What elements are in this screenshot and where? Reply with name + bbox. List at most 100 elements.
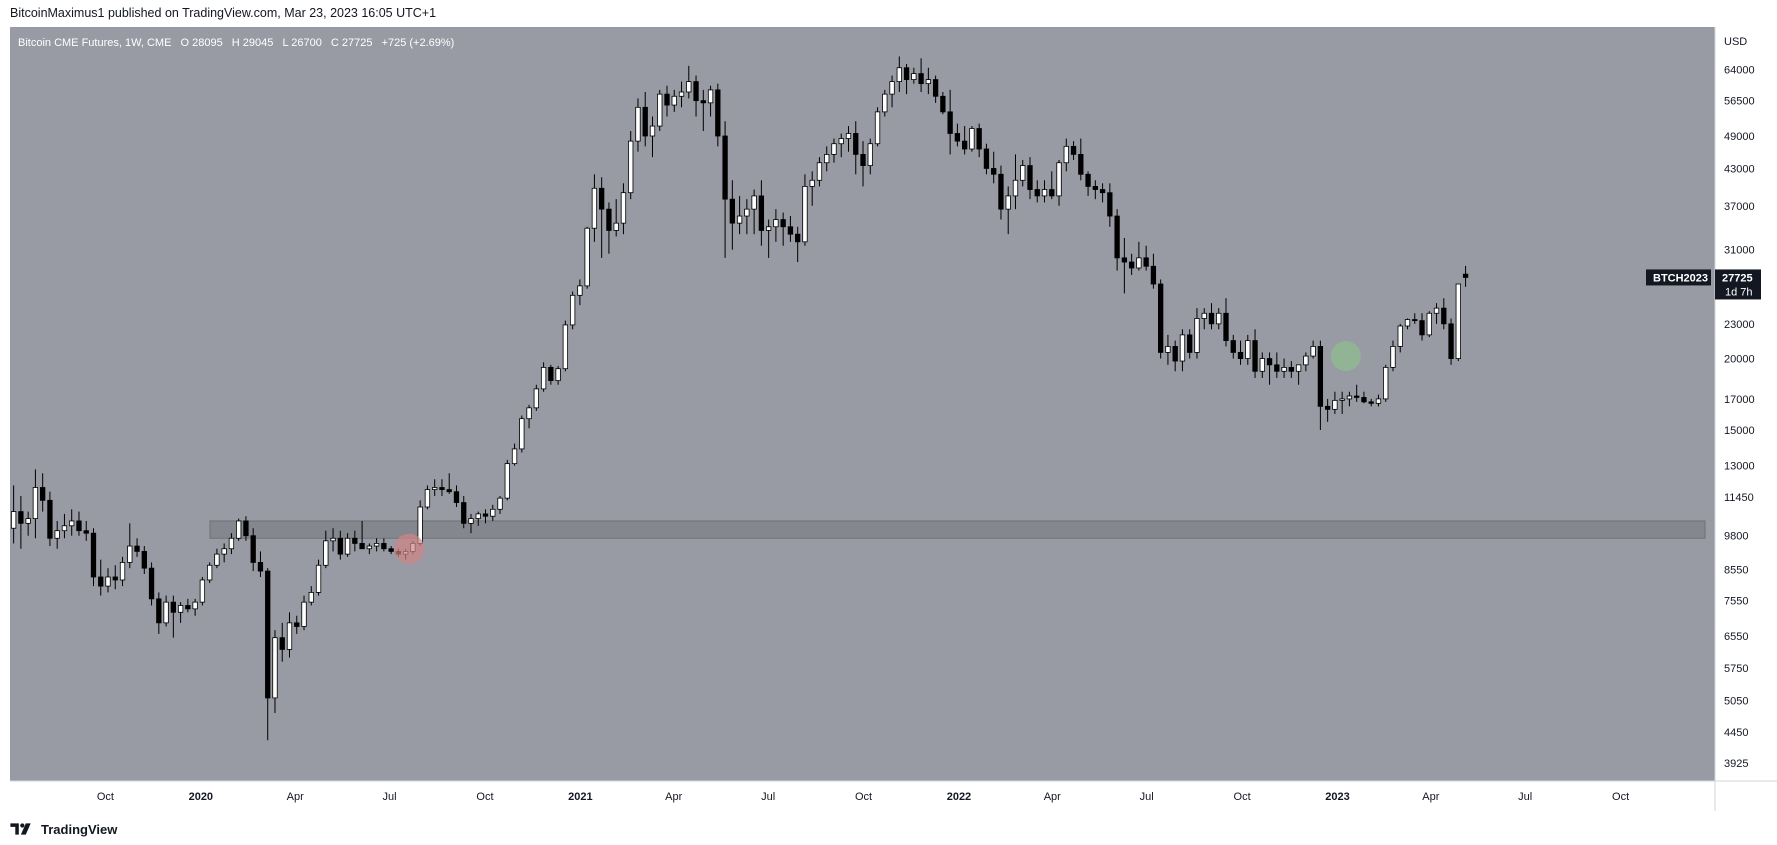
candle-bearish — [1412, 319, 1418, 322]
candle-bearish — [1085, 173, 1091, 187]
candle-bullish — [1179, 334, 1186, 362]
time-tick-label: Apr — [287, 791, 304, 803]
candle-bearish — [337, 537, 343, 555]
candle-bullish — [192, 601, 198, 610]
candle-bullish — [301, 601, 307, 627]
candle-bearish — [780, 219, 786, 228]
time-tick-label: Oct — [855, 791, 872, 803]
candle-bearish — [1361, 397, 1367, 403]
ohlc-legend: Bitcoin CME Futures, 1W, CME O 28095 H 2… — [18, 37, 454, 49]
candle-bullish — [315, 564, 322, 593]
last-price-tags: BTCH2023 27725 1d 7h — [1646, 269, 1761, 300]
time-tick-label: Apr — [665, 791, 682, 803]
candle-bullish — [874, 111, 881, 145]
candle-bearish — [1114, 215, 1120, 259]
markers-layer — [394, 341, 1361, 564]
red-circle-marker — [394, 533, 425, 564]
candle-bullish — [540, 366, 547, 390]
legend-change: +725 (+2.69%) — [382, 37, 455, 49]
candle-bearish — [1354, 395, 1360, 398]
candle-bearish — [453, 491, 460, 503]
green-circle-marker — [1330, 341, 1361, 372]
price-tick-label: 5750 — [1724, 663, 1748, 675]
candle-bullish — [1332, 399, 1338, 410]
candle-bearish — [279, 637, 285, 650]
candle-bearish — [1034, 189, 1040, 197]
price-tick-label: 15000 — [1724, 425, 1755, 437]
candle-bullish — [1404, 319, 1411, 327]
candle-bearish — [1172, 346, 1178, 362]
footer-brand[interactable]: TradingView — [10, 819, 117, 839]
candle-bearish — [1092, 186, 1098, 190]
legend-low-label: L — [282, 37, 288, 49]
support-zone — [209, 520, 1706, 539]
candle-bullish — [490, 508, 496, 517]
time-tick-label: Oct — [97, 791, 114, 803]
time-tick-label: Oct — [476, 791, 493, 803]
candle-bearish — [185, 605, 191, 610]
price-axis[interactable] — [1715, 27, 1777, 781]
price-axis-ticks: 3925 4450 5050 5750 6550 7550 8550 9800 11450 130… — [1724, 65, 1755, 770]
candle-bearish — [156, 598, 162, 624]
price-tick-label: 8550 — [1724, 565, 1748, 577]
candle-bullish — [221, 548, 227, 555]
time-axis[interactable] — [10, 781, 1777, 811]
candle-bearish — [1128, 261, 1135, 269]
candle-bullish — [736, 215, 743, 224]
candle-bullish — [562, 324, 569, 370]
candle-bullish — [330, 537, 336, 542]
legend-low-value: 26700 — [291, 37, 322, 49]
candle-bearish — [461, 502, 467, 524]
candle-bullish — [286, 622, 293, 650]
legend-high-label: H — [232, 37, 240, 49]
price-tick-label: 9800 — [1724, 531, 1748, 543]
time-tick-label: 2022 — [947, 791, 971, 803]
price-tick-label: 7550 — [1724, 595, 1748, 607]
chart-pane[interactable] — [10, 27, 1715, 781]
candle-bullish — [1194, 318, 1200, 353]
candle-bullish — [1201, 312, 1207, 319]
candle-bullish — [1346, 395, 1353, 400]
candle-bearish — [1158, 283, 1164, 353]
time-tick-label: 2021 — [568, 791, 592, 803]
candle-bullish — [831, 143, 837, 155]
candle-bullish — [765, 226, 772, 231]
candle-bearish — [599, 187, 605, 210]
candle-bearish — [1070, 145, 1077, 155]
candle-bearish — [715, 89, 721, 137]
candle-bullish — [228, 537, 235, 550]
candle-bearish — [1208, 312, 1215, 325]
candle-bearish — [439, 487, 445, 490]
symbol-tag-text: BTCH2023 — [1653, 272, 1708, 284]
candle-bearish — [795, 233, 801, 243]
legend-open-label: O — [181, 37, 190, 49]
candle-bullish — [105, 576, 111, 587]
candle-bullish — [127, 545, 133, 563]
symbol-tag — [1646, 269, 1711, 286]
candle-bearish — [1150, 265, 1157, 285]
candle-bullish — [628, 140, 634, 194]
candle-bullish — [366, 545, 373, 550]
candle-bearish — [40, 487, 46, 501]
tradingview-logo-icon — [10, 823, 31, 835]
candle-bullish — [1041, 189, 1048, 197]
candle-bullish — [1136, 257, 1142, 269]
candle-bullish — [751, 195, 757, 210]
candle-bearish — [141, 551, 147, 569]
candle-bullish — [432, 487, 438, 490]
candle-bullish — [533, 388, 539, 409]
price-tick-label: 37000 — [1724, 201, 1755, 213]
candle-bearish — [983, 148, 990, 169]
candle-bullish — [177, 605, 184, 613]
time-tick-label: 2023 — [1325, 791, 1349, 803]
candle-bullish — [199, 579, 206, 603]
candle-bullish — [214, 553, 220, 566]
candle-bearish — [1049, 189, 1055, 197]
candle-bearish — [918, 73, 924, 85]
candle-bearish — [940, 95, 946, 113]
price-tag — [1715, 269, 1761, 300]
candle-bearish — [722, 135, 728, 200]
candle-bearish — [76, 520, 82, 532]
candle-bullish — [686, 81, 692, 93]
